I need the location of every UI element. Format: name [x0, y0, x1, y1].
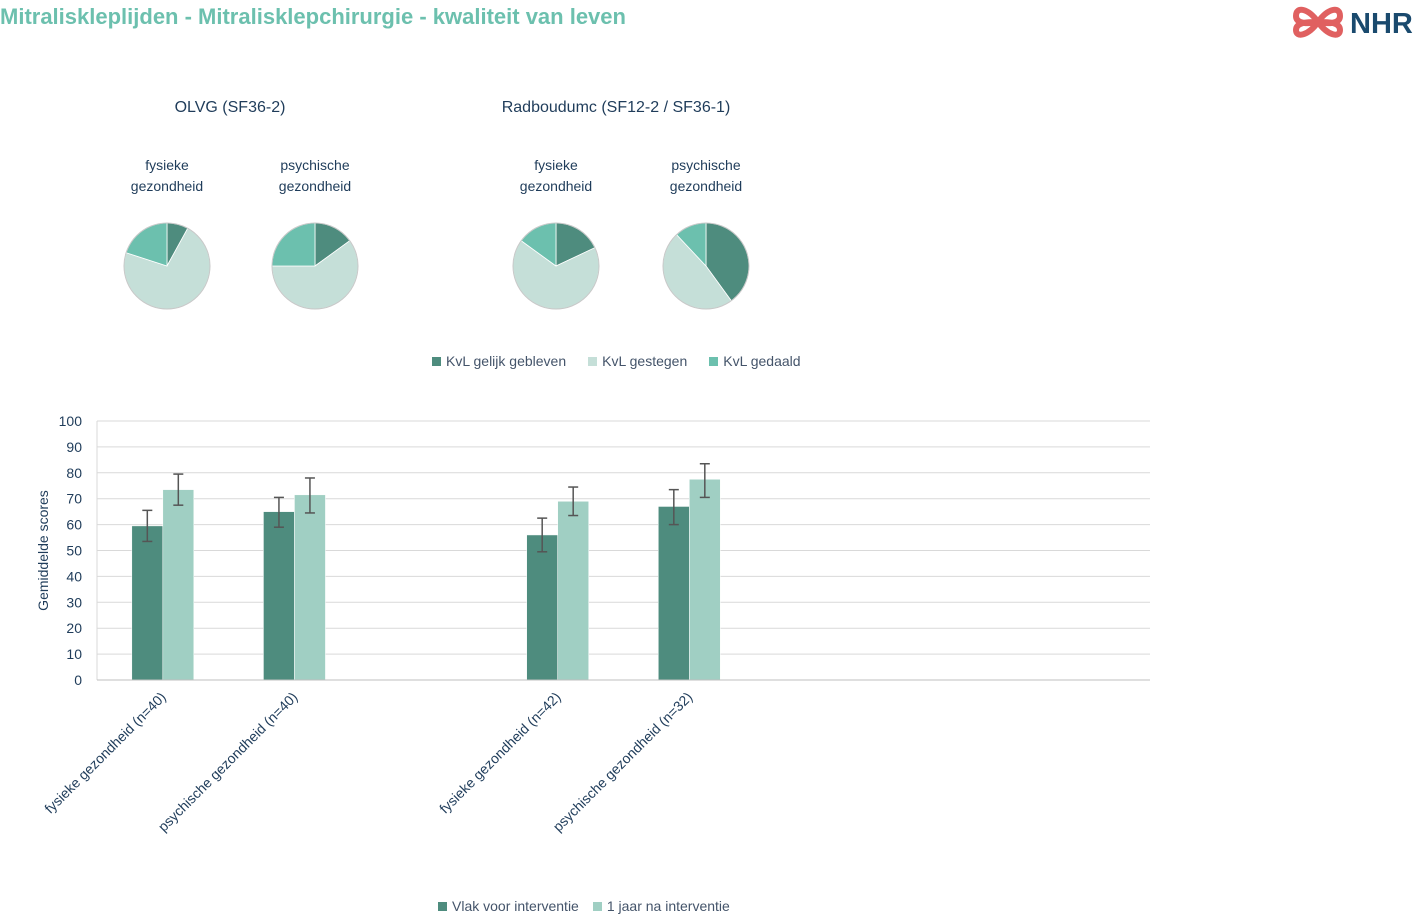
pie-title-line: psychische [671, 157, 741, 173]
pie-title-line: gezondheid [669, 178, 743, 194]
pie-chart-olvg-fysiek [123, 222, 211, 310]
pie-outline [123, 222, 211, 310]
y-tick-label: 50 [66, 543, 82, 559]
pie-title-line: gezondheid [278, 178, 352, 194]
y-tick-label: 70 [66, 491, 82, 507]
bar-chart: 0 10 20 30 40 50 60 70 80 90 100 Gemiddelde scores f… [35, 413, 1150, 835]
legend-item: KvL gedaald [709, 353, 801, 369]
x-tick-label: fysieke gezondheid (n=42) [436, 689, 564, 817]
legend-item: KvL gelijk gebleven [432, 353, 566, 369]
y-tick-label: 0 [74, 672, 82, 688]
page-title: Mitraliskleplijden - Mitralisklepchirurg… [0, 4, 626, 29]
pie-legend: KvL gelijk gebleven KvL gestegen KvL ged… [432, 353, 801, 369]
legend-swatch [709, 356, 719, 366]
y-tick-label: 30 [66, 594, 82, 610]
legend-item: 1 jaar na interventie [592, 898, 730, 914]
bar [689, 479, 721, 681]
x-tick-label: psychische gezondheid (n=32) [550, 689, 696, 835]
y-axis-label: Gemiddelde scores [35, 490, 51, 611]
pie-title-line: gezondheid [130, 178, 204, 194]
pie-chart-olvg-psychisch [271, 222, 359, 310]
x-tick-label: psychische gezondheid (n=40) [155, 689, 301, 835]
legend-label: KvL gestegen [602, 353, 688, 369]
pie-title-radboud-fysiek: fysieke gezondheid [496, 155, 616, 197]
legend-label: KvL gelijk gebleven [446, 353, 567, 369]
y-tick-label: 40 [66, 568, 82, 584]
pie-outline [271, 222, 359, 310]
y-tick-label: 80 [66, 465, 82, 481]
pie-title-line: gezondheid [519, 178, 593, 194]
bar [526, 534, 558, 681]
legend-label: 1 jaar na interventie [606, 898, 730, 914]
pie-outline [662, 222, 750, 310]
bar [162, 489, 195, 681]
legend-swatch [432, 356, 441, 366]
pie-chart-radboud-fysiek [512, 222, 600, 310]
nhr-logo [1292, 6, 1344, 38]
y-tick-label: 90 [66, 439, 82, 455]
pie-title-radboud-psychisch: psychische gezondheid [646, 155, 766, 197]
bar [658, 506, 690, 681]
legend-swatch [592, 901, 602, 911]
bar [557, 501, 589, 681]
y-tick-label: 60 [66, 517, 82, 533]
pie-chart-radboud-psychisch [662, 222, 750, 310]
legend-item: Vlak voor interventie [438, 898, 579, 914]
pie-title-olvg-psychisch: psychische gezondheid [255, 155, 375, 197]
nhr-logo-mark-icon [1292, 6, 1344, 38]
bar [263, 511, 295, 681]
y-tick-label: 100 [59, 413, 83, 429]
pie-title-line: fysieke [534, 157, 578, 173]
y-tick-label: 20 [66, 620, 82, 636]
legend-label: KvL gedaald [723, 353, 801, 369]
pie-group-title-radboudumc: Radboudumc (SF12-2 / SF36-1) [501, 99, 731, 116]
bar [294, 494, 326, 681]
nhr-logo-text: NHR [1350, 8, 1413, 40]
legend-item: KvL gestegen [588, 353, 687, 369]
pie-title-olvg-fysiek: fysieke gezondheid [107, 155, 227, 197]
legend-swatch [588, 356, 598, 366]
pie-outline [512, 222, 600, 310]
x-tick-label: fysieke gezondheid (n=40) [41, 689, 169, 817]
legend-swatch [438, 901, 447, 911]
legend-label: Vlak voor interventie [452, 898, 579, 914]
y-tick-label: 10 [66, 646, 82, 662]
pie-group-title-olvg: OLVG (SF36-2) [174, 99, 286, 116]
pie-title-line: fysieke [145, 157, 189, 173]
bar [131, 525, 164, 681]
bar-legend: Vlak voor interventie 1 jaar na interven… [438, 898, 730, 914]
pie-title-line: psychische [280, 157, 350, 173]
